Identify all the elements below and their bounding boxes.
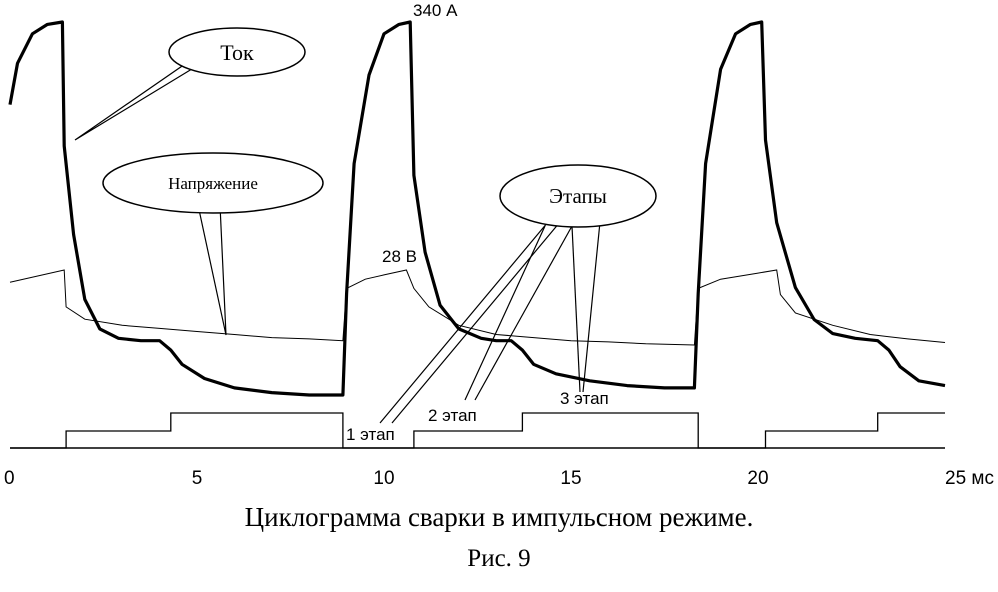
figure-label: Рис. 9 [0, 545, 998, 573]
stage-2-label: 2 этап [428, 406, 477, 425]
current-bubble-label: Ток [220, 40, 254, 65]
peak-voltage-label: 28 В [382, 247, 417, 266]
stage-3-label: 3 этап [560, 389, 609, 408]
voltage-bubble-label: Напряжение [168, 174, 258, 193]
x-tick-label: 5 [192, 468, 203, 489]
stages-bubble-label: Этапы [549, 184, 607, 208]
x-tick-label: 25 мс [945, 468, 994, 489]
voltage-callout-pointer [198, 205, 226, 335]
current-series-line [10, 22, 945, 395]
x-tick-label: 10 [373, 468, 394, 489]
stage-1-label: 1 этап [346, 425, 395, 444]
peak-current-label: 340 А [413, 1, 458, 20]
current-callout-pointer [75, 58, 210, 140]
voltage-series-line [10, 270, 945, 345]
x-tick-label: 20 [747, 468, 768, 489]
x-tick-labels: 0 5 10 15 20 25 мс [4, 468, 994, 489]
x-tick-label: 15 [560, 468, 581, 489]
x-tick-label: 0 [4, 468, 15, 489]
welding-cyclogram: Ток Напряжение Этапы 340 А 28 В 1 этап 2… [0, 0, 998, 500]
stages-series-line [10, 413, 945, 448]
figure-caption: Циклограмма сварки в импульсном режиме. [0, 502, 998, 533]
